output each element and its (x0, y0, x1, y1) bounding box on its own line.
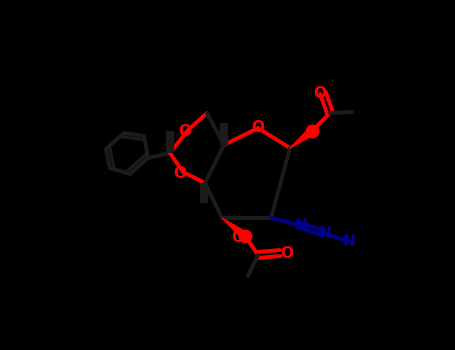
Text: O: O (252, 119, 264, 134)
Text: O: O (173, 166, 187, 181)
Polygon shape (222, 218, 248, 239)
Text: N: N (343, 234, 355, 250)
Text: N: N (318, 226, 331, 242)
Text: O: O (313, 85, 327, 100)
Polygon shape (290, 128, 314, 148)
Text: O: O (280, 245, 293, 260)
Text: O: O (232, 231, 244, 245)
Text: O: O (178, 124, 192, 139)
Text: N: N (295, 218, 308, 233)
